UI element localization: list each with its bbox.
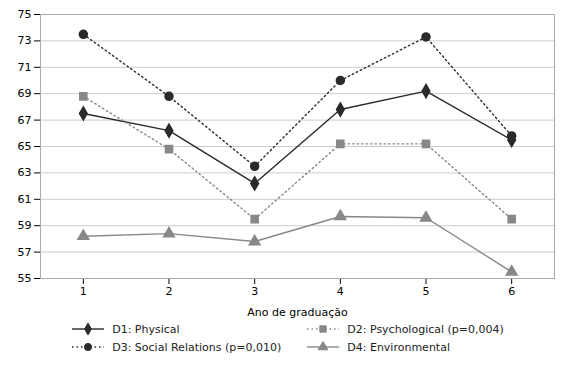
svg-text:55: 55 (18, 272, 32, 285)
svg-text:3: 3 (251, 285, 258, 298)
html-text:D2: Psychological (p=0,004): D2: Psychological (p=0,004) (347, 322, 504, 336)
svg-text:69: 69 (18, 87, 32, 100)
svg-text:63: 63 (18, 166, 32, 179)
svg-text:67: 67 (18, 114, 32, 127)
svg-text:73: 73 (18, 34, 32, 47)
svg-text:4: 4 (337, 285, 344, 298)
svg-text:71: 71 (18, 61, 32, 74)
svg-text:59: 59 (18, 219, 32, 232)
svg-text:2: 2 (166, 285, 173, 298)
html-text:D4: Environmental: D4: Environmental (347, 340, 450, 354)
svg-text:1: 1 (80, 285, 87, 298)
svg-text:5: 5 (423, 285, 430, 298)
svg-text:6: 6 (508, 285, 515, 298)
html-text:D3: Social Relations (p=0,010): D3: Social Relations (p=0,010) (112, 340, 282, 354)
svg-text:61: 61 (18, 193, 32, 206)
svg-text:75: 75 (18, 8, 32, 21)
svg-text:65: 65 (18, 140, 32, 153)
html-text:D1: Physical: D1: Physical (112, 322, 180, 336)
svg-text:57: 57 (18, 246, 32, 259)
svg-text:Ano de graduação: Ano de graduação (247, 306, 348, 319)
